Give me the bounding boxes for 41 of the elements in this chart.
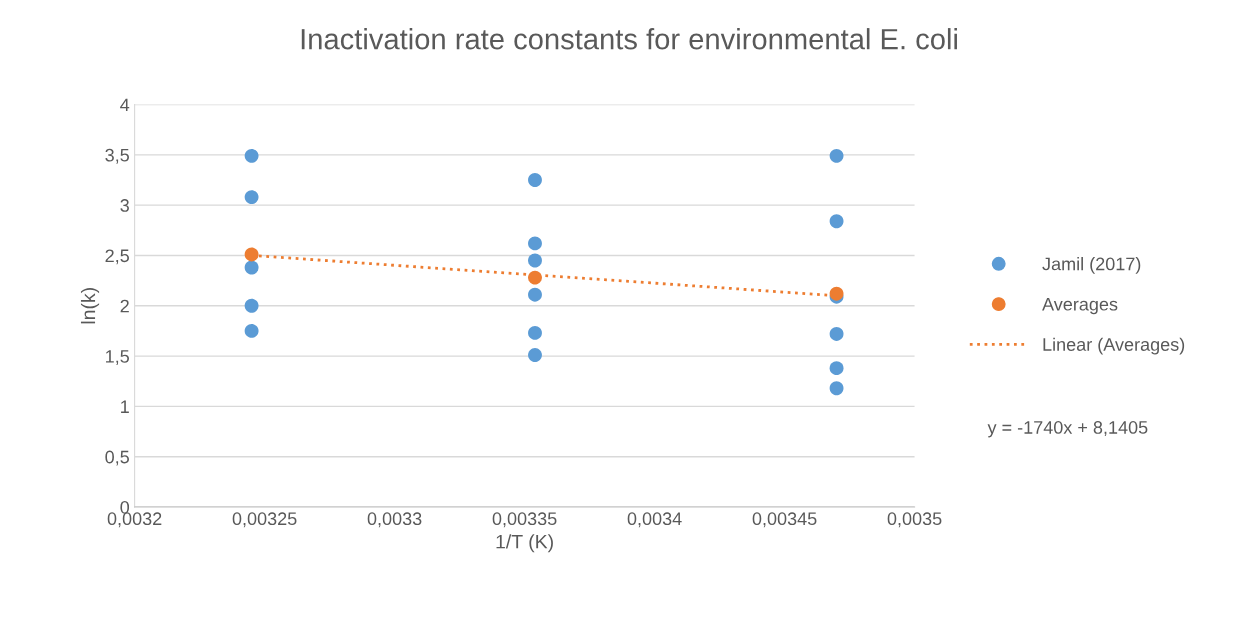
point [829,148,844,163]
y-tick-label: 4 [120,98,130,112]
point [528,348,542,363]
point [528,270,542,285]
point [829,361,844,376]
y-tick-label: 0 [120,500,130,514]
legend-label: Linear (Averages) [1043,337,1185,355]
point [244,148,259,163]
y-tick-label: 1,5 [106,350,129,365]
y-tick-label: 3 [120,199,129,212]
x-tick-label: 0,00325 [232,512,297,528]
y-tick-label: 0,5 [105,450,129,466]
legend-label: Jamil (2017) [1042,257,1141,274]
point [244,190,259,205]
y-tick-label: 2,5 [105,249,129,265]
x-tick-label: 0,0035 [887,512,942,528]
point [244,323,259,338]
x-tick-label: 0,0034 [627,512,682,528]
x-tick-label: 0,0033 [367,512,422,528]
point [528,253,542,268]
point [829,326,844,341]
y-tick-label: 3,5 [105,148,129,164]
point [244,298,259,313]
y-axis-title: ln(k) [80,288,100,324]
point [528,173,542,187]
y-tick-label: 2 [120,299,129,313]
y-tick-label: 1 [121,400,129,413]
point [528,236,542,251]
point [528,325,542,340]
point [829,214,844,229]
chart-title: Inactivation rate constants for environmental E. coli [301,28,957,50]
x-tick-label: 0,00335 [492,512,557,528]
x-tick-label: 0,00345 [752,512,817,528]
point [244,260,259,275]
point [829,381,844,396]
x-axis-title: 1/T (K) [496,534,553,553]
point [244,247,259,262]
legend-label: Averages [1042,298,1118,315]
x-tick-label: 0,0032 [107,512,162,528]
text: y = -1740x + 8,1405 [987,421,1148,438]
point [528,287,542,302]
